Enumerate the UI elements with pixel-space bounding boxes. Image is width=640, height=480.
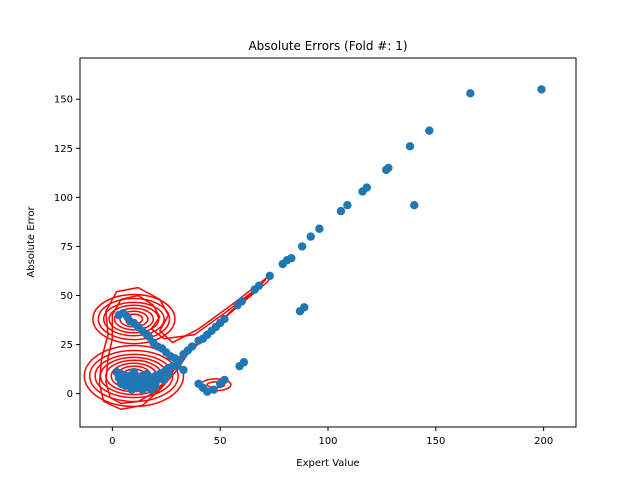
y-tick-label: 100 bbox=[54, 193, 73, 204]
chart-title: Absolute Errors (Fold #: 1) bbox=[248, 39, 407, 53]
x-tick-label: 0 bbox=[109, 436, 115, 447]
data-point-92 bbox=[164, 369, 173, 379]
data-point-34 bbox=[297, 242, 307, 251]
density-contour-outer-0 bbox=[98, 273, 273, 411]
data-point-54 bbox=[203, 387, 212, 396]
data-points bbox=[112, 85, 546, 396]
x-tick-label: 150 bbox=[426, 436, 445, 447]
data-point-45 bbox=[466, 89, 475, 98]
y-tick-label: 125 bbox=[54, 144, 73, 155]
data-point-95 bbox=[125, 371, 134, 381]
y-tick-label: 25 bbox=[60, 340, 73, 351]
data-point-98 bbox=[131, 371, 141, 381]
x-tick-label: 200 bbox=[534, 436, 553, 447]
data-point-49 bbox=[300, 303, 309, 312]
data-point-38 bbox=[343, 201, 352, 210]
data-point-51 bbox=[239, 358, 249, 367]
data-point-47 bbox=[410, 201, 419, 210]
data-point-40 bbox=[362, 183, 372, 192]
data-point-18 bbox=[187, 342, 197, 351]
y-axis: 0 25 50 75 100 125 150 bbox=[54, 95, 80, 400]
data-point-97 bbox=[116, 379, 126, 389]
y-tick-label: 75 bbox=[60, 242, 73, 253]
x-tick-label: 100 bbox=[318, 436, 337, 447]
data-point-30 bbox=[265, 271, 274, 281]
data-point-8 bbox=[144, 332, 154, 341]
density-contour-0-4 bbox=[102, 301, 165, 337]
x-axis-label: Expert Value bbox=[296, 458, 359, 469]
data-point-42 bbox=[384, 163, 393, 173]
density-contour-0-3 bbox=[108, 304, 160, 334]
y-tick-label: 150 bbox=[54, 95, 73, 106]
density-contour-1-6 bbox=[94, 353, 174, 399]
data-point-58 bbox=[179, 365, 188, 375]
data-point-99 bbox=[159, 375, 169, 385]
data-point-43 bbox=[405, 142, 415, 151]
density-contour-0-6 bbox=[92, 293, 176, 345]
data-point-27 bbox=[237, 297, 246, 306]
data-point-46 bbox=[537, 85, 546, 94]
data-point-88 bbox=[140, 383, 149, 392]
data-point-84 bbox=[168, 361, 177, 371]
data-point-86 bbox=[127, 385, 136, 394]
data-point-35 bbox=[306, 232, 315, 241]
data-point-96 bbox=[142, 369, 152, 379]
data-point-37 bbox=[336, 206, 346, 216]
data-point-29 bbox=[254, 281, 264, 290]
data-point-91 bbox=[151, 381, 160, 390]
y-tick-label: 50 bbox=[60, 291, 73, 302]
x-axis: 0 50 100 150 200 bbox=[109, 427, 553, 447]
data-point-36 bbox=[315, 224, 324, 233]
data-point-90 bbox=[112, 367, 121, 377]
density-contour-1-7 bbox=[88, 349, 179, 403]
x-tick-label: 50 bbox=[214, 436, 227, 447]
data-point-44 bbox=[425, 126, 434, 135]
data-point-33 bbox=[287, 254, 296, 263]
data-point-55 bbox=[209, 385, 218, 394]
density-contour-0-5 bbox=[97, 297, 171, 341]
y-tick-label: 0 bbox=[67, 389, 73, 400]
data-point-57 bbox=[220, 375, 229, 385]
data-point-25 bbox=[220, 314, 229, 324]
density-contour-0-2 bbox=[113, 307, 155, 331]
y-axis-label: Absolute Error bbox=[26, 205, 37, 277]
density-contour-1-8 bbox=[83, 344, 185, 408]
